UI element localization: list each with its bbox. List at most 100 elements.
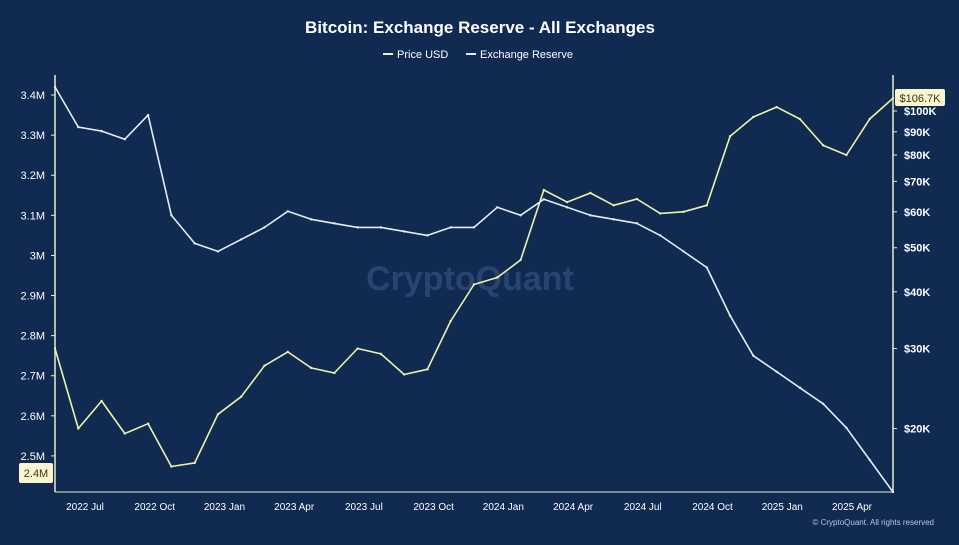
left-tick-label: 2.6M: [21, 411, 45, 423]
price-usd-point: [821, 144, 825, 147]
x-tick-label: 2023 Jul: [345, 502, 383, 513]
left-tick-label: 3.4M: [21, 90, 45, 102]
left-tick-label: 2.5M: [21, 451, 45, 463]
x-tick-label: 2024 Jan: [483, 502, 524, 513]
exchange-reserve-point: [752, 354, 755, 357]
left-last-value-badge: 2.4M: [19, 463, 53, 483]
exchange-reserve-point: [379, 226, 383, 229]
exchange-reserve-point: [728, 314, 732, 317]
exchange-reserve-point: [891, 490, 895, 494]
exchange-reserve-point: [496, 206, 499, 209]
price-usd-point: [891, 96, 895, 100]
left-axis: 3.4M 3.3M 3.2M 3.1M 3M 2.9M 2.8M 2.7M 2.6M 2.5M: [21, 90, 55, 463]
price-usd-point: [775, 105, 778, 109]
exchange-reserve-point: [612, 218, 615, 221]
exchange-reserve-point: [333, 222, 336, 225]
exchange-reserve-point: [402, 230, 406, 233]
exchange-reserve-point: [240, 238, 243, 241]
exchange-reserve-point: [635, 222, 639, 225]
left-tick-label: 3.1M: [21, 210, 45, 222]
price-usd-point: [193, 461, 196, 465]
right-tick-label: $30K: [904, 344, 930, 356]
x-tick-label: 2024 Jul: [624, 502, 662, 513]
price-usd-point: [123, 432, 127, 435]
left-last-value-badge-bg: [19, 463, 53, 483]
exchange-reserve-point: [565, 206, 569, 209]
right-last-value-badge: $106.7K: [895, 89, 945, 106]
right-tick-label: $40K: [904, 287, 930, 299]
exchange-reserve-point: [821, 402, 825, 405]
exchange-reserve-point: [216, 250, 220, 253]
price-usd-point: [356, 347, 359, 350]
right-tick-label: $20K: [904, 424, 930, 436]
price-usd-point: [402, 373, 406, 376]
exchange-reserve-point: [868, 458, 871, 462]
exchange-reserve-point: [123, 137, 127, 141]
exchange-reserve-point: [77, 125, 80, 129]
left-tick-label: 3.2M: [21, 170, 45, 182]
right-last-value-badge-bg: [895, 89, 945, 106]
right-tick-label: $60K: [904, 207, 930, 219]
legend: Price USD Exchange Reserve: [383, 49, 573, 61]
left-tick-label: 2.8M: [21, 331, 45, 343]
series-layer: [53, 85, 895, 494]
exchange-reserve-point: [519, 214, 522, 217]
price-usd-point: [309, 366, 313, 370]
price-usd-point: [845, 153, 848, 157]
right-tick-label: $100K: [904, 106, 936, 118]
legend-reserve-label[interactable]: Exchange Reserve: [480, 49, 573, 61]
exchange-reserve-point: [286, 210, 289, 213]
price-usd-point: [542, 188, 546, 192]
price-usd-point: [752, 115, 755, 119]
x-tick-label: 2023 Jan: [204, 502, 245, 513]
x-tick-label: 2022 Oct: [134, 502, 175, 513]
price-usd-point: [612, 204, 615, 207]
price-usd-point: [379, 352, 383, 356]
price-usd-point: [426, 368, 429, 371]
x-axis: 2022 Jul 2022 Oct 2023 Jan 2023 Apr 2023 Jul…: [66, 502, 873, 513]
left-tick-label: 2.9M: [21, 291, 45, 303]
exchange-reserve-point: [589, 214, 592, 217]
exchange-reserve-point: [356, 226, 359, 229]
right-tick-label: $50K: [904, 243, 930, 255]
price-usd-point: [635, 197, 639, 201]
footer-copyright: © CryptoQuant. All rights reserved: [813, 518, 935, 527]
watermark: CryptoQuant: [366, 260, 574, 298]
exchange-reserve-point: [775, 370, 778, 373]
exchange-reserve-point: [309, 218, 313, 221]
exchange-reserve-point: [798, 386, 802, 389]
x-tick-label: 2022 Jul: [66, 502, 104, 513]
exchange-reserve-point: [263, 226, 266, 229]
price-usd-point: [170, 465, 173, 468]
exchange-reserve-point: [146, 113, 150, 117]
x-tick-label: 2025 Jan: [762, 502, 803, 513]
price-usd-point: [216, 413, 220, 416]
price-usd-point: [263, 364, 266, 367]
exchange-reserve-point: [682, 250, 685, 253]
price-usd-point: [100, 399, 103, 403]
left-tick-label: 3M: [30, 250, 45, 262]
price-usd-point: [589, 191, 592, 195]
exchange-reserve-point: [845, 426, 848, 430]
price-usd-point: [565, 200, 569, 204]
legend-price-label[interactable]: Price USD: [397, 49, 448, 61]
price-usd-point: [705, 204, 708, 207]
price-usd-point: [868, 117, 871, 121]
x-tick-label: 2024 Oct: [692, 502, 733, 513]
right-tick-label: $80K: [904, 150, 930, 162]
exchange-reserve-point: [170, 214, 173, 217]
price-usd-point: [146, 422, 150, 425]
x-tick-label: 2025 Apr: [832, 502, 873, 513]
right-tick-label: $70K: [904, 176, 930, 188]
price-usd-point: [472, 283, 476, 286]
exchange-reserve-point: [705, 266, 708, 269]
price-usd-point: [240, 395, 243, 398]
price-usd-point: [77, 427, 80, 430]
price-usd-point: [286, 350, 289, 354]
price-usd-point: [798, 117, 802, 121]
exchange-reserve-point: [659, 234, 662, 237]
exchange-reserve-point: [472, 226, 476, 229]
right-axis: $100K $90K $80K $70K $60K $50K $40K $30K $20K: [893, 106, 936, 436]
